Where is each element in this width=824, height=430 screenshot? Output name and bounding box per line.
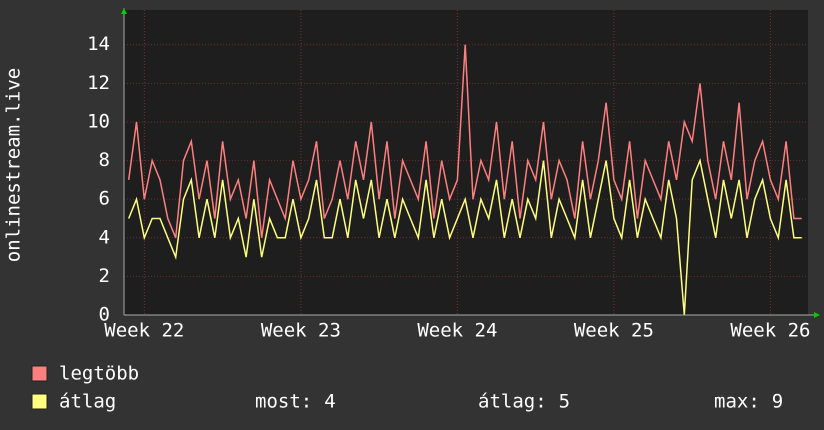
x-tick-label: Week 26 <box>730 320 810 342</box>
x-tick-label: Week 25 <box>574 320 654 342</box>
x-tick-label: Week 22 <box>104 320 184 342</box>
lines <box>127 44 802 316</box>
legend-swatch <box>31 365 48 382</box>
stat-value: 5 <box>559 391 570 413</box>
y-tick-label: 8 <box>99 149 110 171</box>
series-line <box>128 158 802 316</box>
y-tick-label: 4 <box>99 226 110 248</box>
series-line <box>127 44 802 239</box>
x-tick-label: Week 23 <box>261 320 341 342</box>
y-tick-label: 6 <box>99 188 110 210</box>
y-tick-label: 14 <box>87 33 110 55</box>
x-tick-label: Week 24 <box>417 320 497 342</box>
grid <box>124 10 808 316</box>
stat-label: most: <box>255 391 312 413</box>
legend-swatch <box>31 393 48 410</box>
legend-label: átlag <box>59 391 116 413</box>
stat-value: 4 <box>324 391 335 413</box>
y-axis-label: onlinestream.live <box>3 68 25 262</box>
legend: legtöbb átlag most: 4 átlag: 5 max: 9 <box>31 363 783 413</box>
y-tick-label: 0 <box>99 304 110 326</box>
stat-value: 9 <box>772 391 783 413</box>
x-arrow <box>814 312 820 318</box>
y-tick-label: 2 <box>99 265 110 287</box>
stat-label: max: <box>714 391 760 413</box>
stat-label: átlag: <box>478 391 547 413</box>
y-tick-label: 10 <box>87 110 110 132</box>
legend-label: legtöbb <box>59 363 139 385</box>
y-arrow <box>121 8 127 14</box>
y-tick-label: 12 <box>87 72 110 94</box>
